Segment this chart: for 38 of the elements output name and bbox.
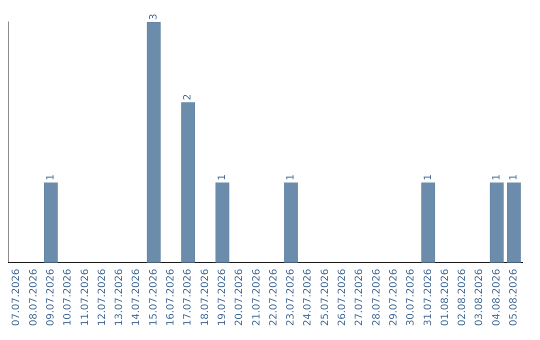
- x-tick-label: 07.07.2026: [11, 268, 22, 326]
- x-tick-label: 05.08.2026: [508, 268, 520, 326]
- data-label: 3: [148, 14, 160, 20]
- x-tick-label: 04.08.2026: [491, 268, 502, 326]
- x-tick-label: 14.07.2026: [131, 268, 142, 326]
- x-tick-label: 17.07.2026: [182, 268, 194, 326]
- x-tick-label: 19.07.2026: [216, 268, 228, 326]
- x-tick-label: 15.07.2026: [148, 268, 160, 326]
- data-label: 1: [286, 174, 297, 180]
- x-tick-label: 28.07.2026: [371, 268, 382, 326]
- x-tick-label: 21.07.2026: [251, 268, 262, 326]
- x-tick-label: 23.07.2026: [286, 268, 297, 326]
- x-tick-label: 24.07.2026: [302, 268, 314, 326]
- data-label: 1: [508, 174, 520, 180]
- x-tick-label: 08.07.2026: [28, 268, 40, 326]
- x-tick-label: 22.07.2026: [268, 268, 280, 326]
- x-tick-label: 26.07.2026: [337, 268, 348, 326]
- x-tick-label: 20.07.2026: [234, 268, 246, 326]
- x-tick-label: 11.07.2026: [80, 268, 91, 326]
- x-tick-label: 27.07.2026: [354, 268, 366, 326]
- data-label: 1: [45, 174, 56, 180]
- x-tick-label: 25.07.2026: [320, 268, 331, 326]
- data-label: 1: [491, 174, 502, 180]
- x-tick-label: 03.08.2026: [474, 268, 486, 326]
- x-tick-label: 31.07.2026: [422, 268, 434, 326]
- x-tick-label: 09.07.2026: [45, 268, 56, 326]
- x-tick-label: 16.07.2026: [166, 268, 177, 326]
- data-label: 1: [216, 174, 228, 180]
- x-tick-label: 18.07.2026: [200, 268, 211, 326]
- x-tick-label: 01.08.2026: [440, 268, 451, 326]
- x-tick-label: 12.07.2026: [96, 268, 108, 326]
- x-tick-label: 30.07.2026: [406, 268, 417, 326]
- x-tick-label: 10.07.2026: [62, 268, 74, 326]
- x-tick-label: 13.07.2026: [114, 268, 126, 326]
- x-tick-label: 29.07.2026: [388, 268, 400, 326]
- x-tick-label: 02.08.2026: [457, 268, 468, 326]
- data-label: 2: [182, 94, 194, 100]
- data-label: 1: [422, 174, 434, 180]
